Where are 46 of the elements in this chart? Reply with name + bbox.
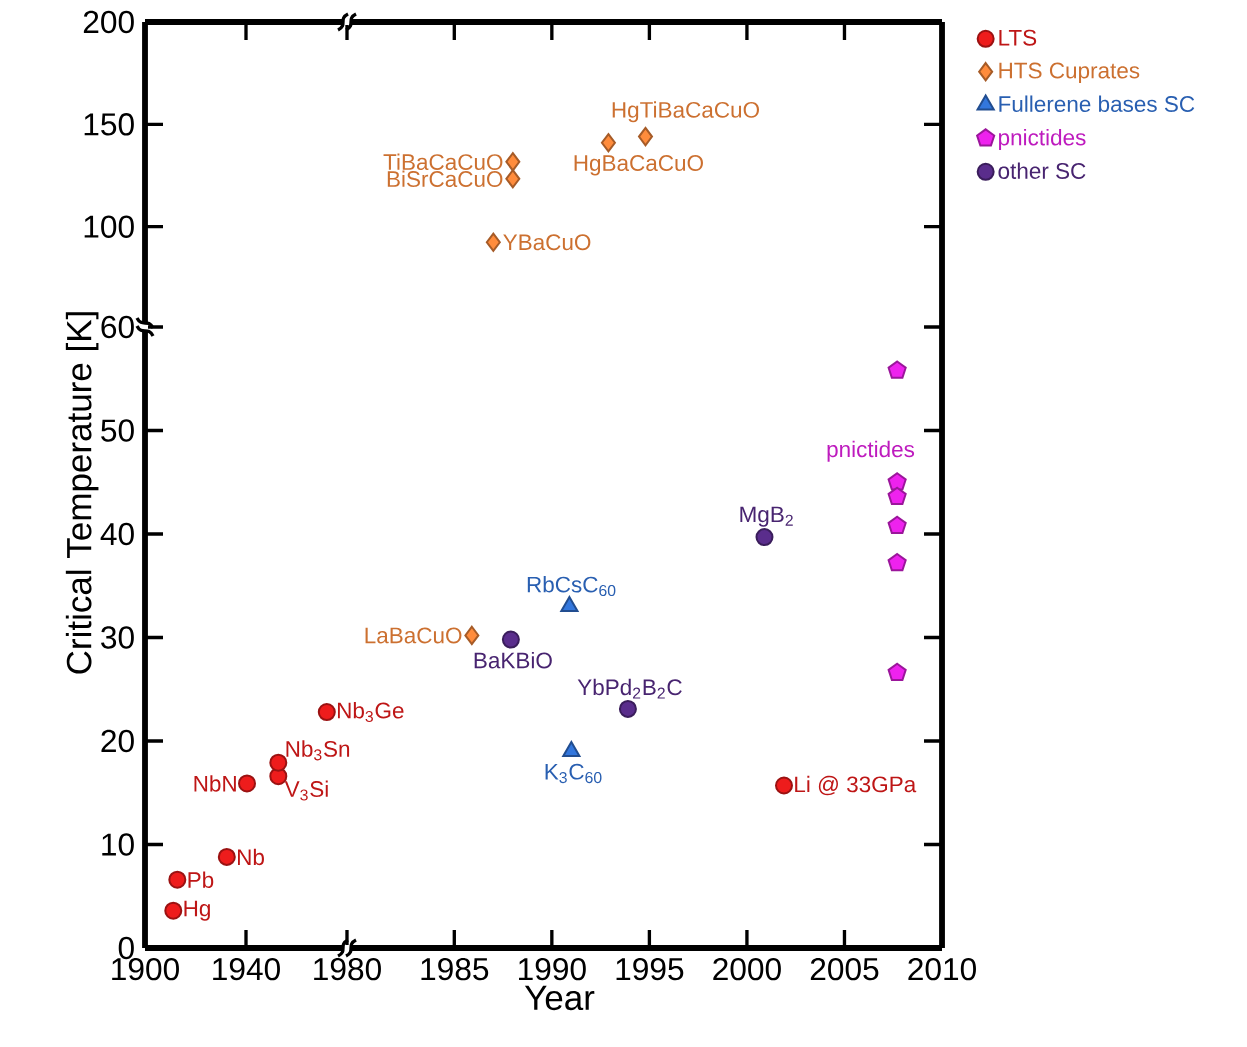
- y-tick-label: 20: [101, 729, 134, 753]
- annotation: HgBaCaCuO: [574, 155, 703, 176]
- annotation: Pb: [188, 871, 214, 888]
- y-tick-label: 200: [83, 10, 134, 34]
- legend-label: Fullerene bases SC: [999, 95, 1195, 112]
- annotation: YbPd$_{2}$B$_{2}$C: [577, 678, 682, 699]
- x-tick-label: 1995: [616, 957, 684, 981]
- y-tick-label: 0: [118, 936, 134, 960]
- y-tick-label: 30: [101, 626, 134, 649]
- annotation: MgB$_{2}$: [740, 506, 793, 527]
- y-tick-label: 10: [102, 833, 134, 856]
- annotation: NbN: [194, 775, 236, 792]
- legend-label: LTS: [999, 29, 1037, 46]
- annotation: pnictides: [827, 440, 915, 462]
- annotation: Hg: [184, 900, 210, 921]
- y-tick-label: 100: [84, 215, 134, 238]
- annotation: Nb: [238, 848, 264, 866]
- x-tick-label: 1940: [213, 957, 280, 981]
- annotation: V$_{3}$Si: [284, 780, 328, 801]
- annotation: Nb$_{3}$Ge: [337, 701, 404, 723]
- annotation: HgTiBaCaCuO: [612, 101, 760, 123]
- annotation: RbCsC$_{60}$: [527, 576, 616, 597]
- x-tick-label: 1990: [519, 957, 586, 981]
- x-axis-title: Year: [524, 985, 595, 1011]
- y-tick-label: 150: [84, 113, 134, 136]
- x-tick-label: 1985: [421, 957, 489, 981]
- y-tick-label: 50: [101, 419, 134, 442]
- x-tick-label: 2010: [908, 957, 976, 981]
- legend-label: pnictides: [998, 128, 1086, 150]
- y-tick-label: 40: [100, 522, 134, 546]
- legend-label: other SC: [998, 162, 1086, 179]
- annotation: BaKBiO: [474, 651, 552, 669]
- annotation: LaBaCuO: [365, 627, 462, 644]
- x-tick-label: 1900: [112, 957, 179, 981]
- annotation: TiBaCaCuO: [383, 153, 503, 171]
- x-tick-label: 1980: [314, 957, 381, 981]
- annotation: Li @ 33GPa: [795, 775, 917, 796]
- annotation: Nb$_{3}$Sn: [286, 740, 350, 761]
- legend-label: HTS Cuprates: [999, 62, 1140, 83]
- y-tick-label: 60: [101, 315, 134, 339]
- annotation: YBaCuO: [503, 234, 591, 251]
- x-tick-label: 2000: [713, 957, 781, 981]
- annotation: K$_{3}$C$_{60}$: [545, 763, 602, 784]
- x-tick-label: 2005: [810, 957, 879, 981]
- y-axis-title: Critical Temperature [K]: [65, 312, 99, 674]
- annotation: BiSrCaCuO: [387, 170, 503, 188]
